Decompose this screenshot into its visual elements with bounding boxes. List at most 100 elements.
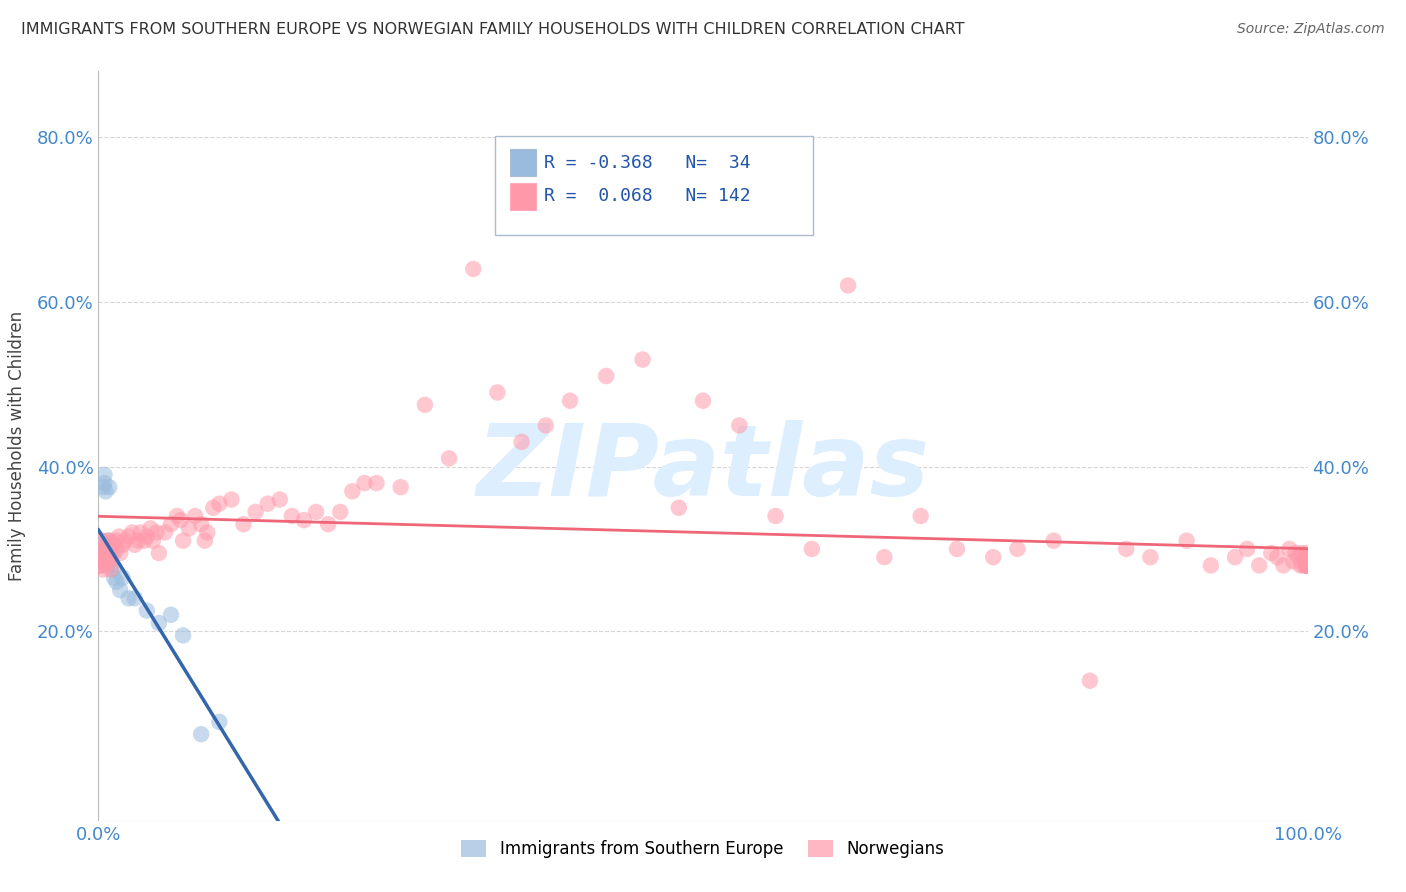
Point: [1295, 554, 1317, 568]
Point: [90, 533, 112, 548]
Point: [1249, 558, 1271, 573]
Point: [139, 521, 162, 535]
Point: [148, 546, 170, 560]
Point: [91, 562, 114, 576]
Point: [1295, 554, 1317, 568]
Point: [94, 541, 117, 556]
Point: [94, 550, 117, 565]
Point: [342, 484, 364, 499]
Point: [329, 505, 352, 519]
Point: [93, 476, 115, 491]
Point: [946, 541, 969, 556]
Point: [108, 583, 131, 598]
Point: [97, 533, 120, 548]
Point: [353, 476, 375, 491]
Point: [1272, 558, 1295, 573]
Text: IMMIGRANTS FROM SOUTHERN EUROPE VS NORWEGIAN FAMILY HOUSEHOLDS WITH CHILDREN COR: IMMIGRANTS FROM SOUTHERN EUROPE VS NORWE…: [21, 22, 965, 37]
Point: [100, 533, 122, 548]
Point: [1295, 550, 1317, 565]
Point: [1260, 546, 1282, 560]
Point: [366, 476, 388, 491]
Point: [1278, 541, 1301, 556]
Point: [96, 546, 118, 560]
Point: [90, 554, 112, 568]
Point: [98, 554, 121, 568]
Point: [194, 533, 217, 548]
Point: [118, 591, 141, 606]
Point: [1284, 546, 1306, 560]
Point: [292, 513, 315, 527]
Point: [1295, 558, 1317, 573]
Point: [190, 727, 212, 741]
Point: [1295, 558, 1317, 573]
Point: [1295, 558, 1317, 573]
Point: [534, 418, 557, 433]
Point: [1295, 550, 1317, 565]
Point: [145, 525, 167, 540]
Point: [631, 352, 654, 367]
Point: [1292, 550, 1315, 565]
Point: [1295, 554, 1317, 568]
Point: [1295, 554, 1317, 568]
Point: [96, 554, 118, 568]
Point: [100, 558, 122, 573]
Point: [1295, 550, 1317, 565]
Point: [153, 525, 176, 540]
Point: [135, 530, 157, 544]
Point: [1295, 558, 1317, 573]
Point: [93, 467, 115, 482]
Point: [103, 571, 125, 585]
Point: [121, 525, 143, 540]
Point: [105, 533, 128, 548]
Point: [910, 508, 932, 523]
Point: [91, 558, 114, 573]
Point: [1295, 550, 1317, 565]
Point: [1199, 558, 1222, 573]
Point: [89, 558, 111, 573]
Point: [98, 480, 121, 494]
Point: [101, 562, 124, 576]
Point: [510, 434, 533, 449]
Point: [160, 517, 183, 532]
Point: [837, 278, 859, 293]
Point: [111, 571, 134, 585]
Point: [1115, 541, 1137, 556]
Point: [269, 492, 291, 507]
Point: [800, 541, 823, 556]
Point: [118, 530, 141, 544]
Point: [91, 541, 114, 556]
Text: R = -0.368   N=  34: R = -0.368 N= 34: [544, 154, 751, 172]
Point: [1295, 554, 1317, 568]
Point: [100, 550, 122, 565]
Point: [97, 533, 120, 548]
Point: [1295, 554, 1317, 568]
Point: [245, 505, 267, 519]
Point: [1295, 558, 1317, 573]
Point: [1282, 554, 1305, 568]
Point: [281, 508, 304, 523]
Point: [124, 591, 146, 606]
Point: [124, 538, 146, 552]
Point: [463, 262, 485, 277]
Point: [1236, 541, 1258, 556]
Point: [765, 508, 787, 523]
Point: [100, 554, 122, 568]
Point: [169, 513, 191, 527]
Point: [1295, 558, 1317, 573]
Point: [1295, 550, 1317, 565]
Point: [105, 574, 128, 589]
Point: [208, 714, 231, 729]
Point: [1295, 558, 1317, 573]
Point: [90, 546, 112, 560]
Point: [437, 451, 460, 466]
Point: [100, 546, 122, 560]
Point: [105, 541, 128, 556]
Text: Source: ZipAtlas.com: Source: ZipAtlas.com: [1237, 22, 1385, 37]
Point: [142, 533, 165, 548]
Point: [1295, 558, 1317, 573]
Point: [1295, 554, 1317, 568]
Point: [1295, 554, 1317, 568]
Point: [692, 393, 714, 408]
Point: [256, 497, 278, 511]
Point: [127, 533, 149, 548]
